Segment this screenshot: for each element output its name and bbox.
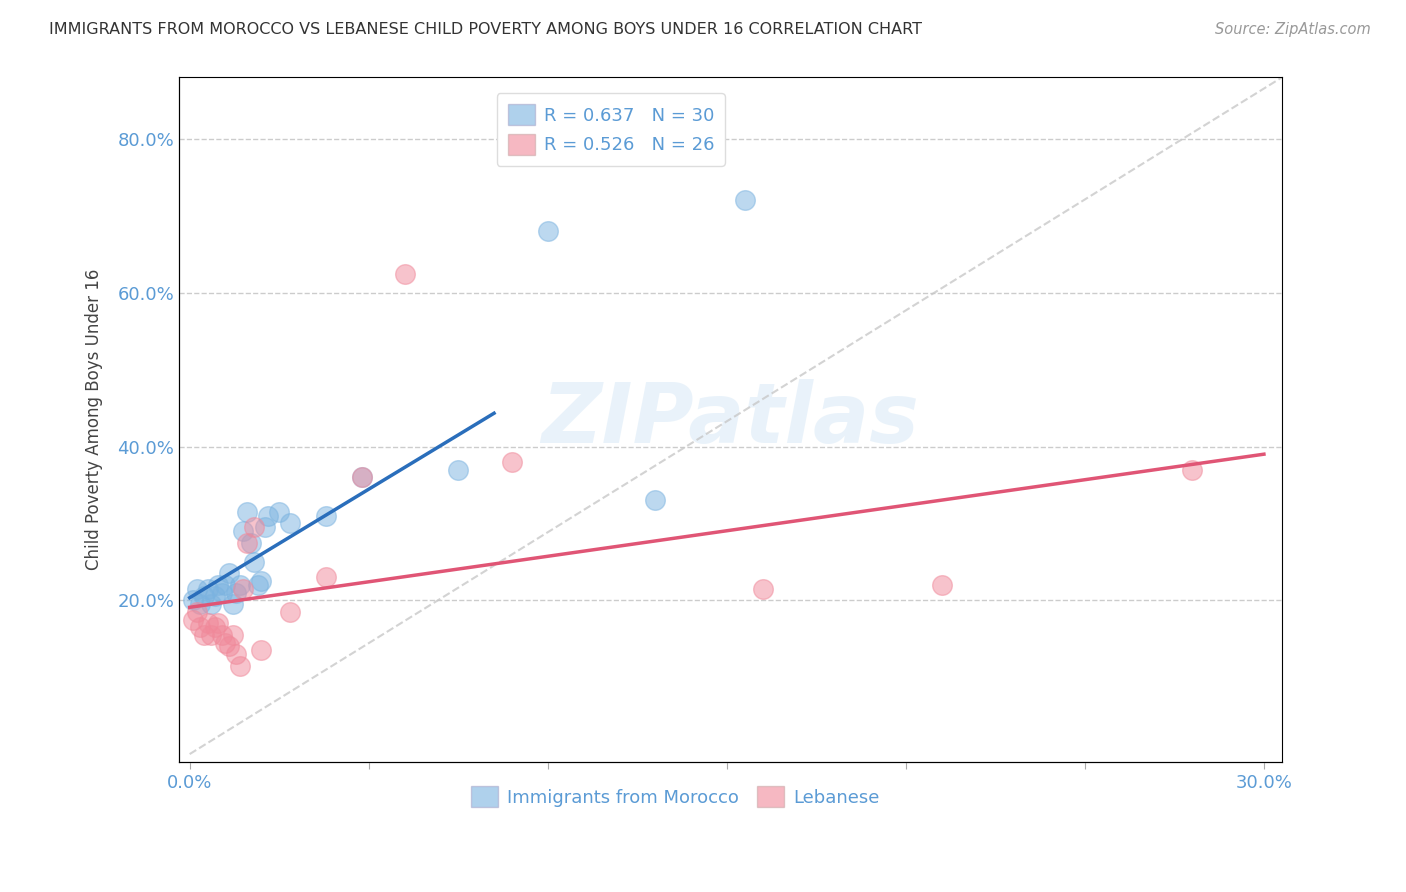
Point xyxy=(931,578,953,592)
Point xyxy=(537,224,560,238)
Point xyxy=(236,505,259,519)
Point xyxy=(186,582,208,596)
Point xyxy=(734,194,756,208)
Point xyxy=(315,570,337,584)
Point xyxy=(225,585,247,599)
Point xyxy=(204,620,226,634)
Point xyxy=(315,508,337,523)
Point xyxy=(253,520,276,534)
Point xyxy=(1181,462,1204,476)
Point xyxy=(257,508,280,523)
Point xyxy=(214,578,236,592)
Point xyxy=(278,516,301,531)
Point xyxy=(207,616,229,631)
Point xyxy=(350,470,373,484)
Point xyxy=(243,520,266,534)
Point xyxy=(501,455,523,469)
Point xyxy=(232,524,254,538)
Point xyxy=(211,628,233,642)
Point xyxy=(239,535,262,549)
Point xyxy=(211,585,233,599)
Point xyxy=(218,640,240,654)
Point xyxy=(447,462,470,476)
Point xyxy=(250,574,273,588)
Point xyxy=(278,605,301,619)
Point xyxy=(193,590,215,604)
Point xyxy=(186,605,208,619)
Point xyxy=(221,628,243,642)
Point xyxy=(751,582,773,596)
Legend: Immigrants from Morocco, Lebanese: Immigrants from Morocco, Lebanese xyxy=(464,779,887,814)
Point xyxy=(243,555,266,569)
Point xyxy=(229,658,252,673)
Text: IMMIGRANTS FROM MOROCCO VS LEBANESE CHILD POVERTY AMONG BOYS UNDER 16 CORRELATIO: IMMIGRANTS FROM MOROCCO VS LEBANESE CHIL… xyxy=(49,22,922,37)
Point xyxy=(225,647,247,661)
Y-axis label: Child Poverty Among Boys Under 16: Child Poverty Among Boys Under 16 xyxy=(86,268,103,570)
Point xyxy=(221,597,243,611)
Point xyxy=(644,493,666,508)
Point xyxy=(250,643,273,657)
Text: ZIPatlas: ZIPatlas xyxy=(541,379,920,460)
Point xyxy=(207,578,229,592)
Point xyxy=(204,590,226,604)
Point xyxy=(190,620,212,634)
Point xyxy=(218,566,240,581)
Point xyxy=(236,535,259,549)
Point xyxy=(200,597,222,611)
Point xyxy=(190,597,212,611)
Point xyxy=(200,628,222,642)
Point xyxy=(197,616,219,631)
Text: Source: ZipAtlas.com: Source: ZipAtlas.com xyxy=(1215,22,1371,37)
Point xyxy=(181,593,204,607)
Point xyxy=(193,628,215,642)
Point xyxy=(229,578,252,592)
Point xyxy=(232,582,254,596)
Point xyxy=(214,635,236,649)
Point xyxy=(181,613,204,627)
Point xyxy=(394,267,416,281)
Point xyxy=(197,582,219,596)
Point xyxy=(350,470,373,484)
Point xyxy=(269,505,291,519)
Point xyxy=(246,578,269,592)
